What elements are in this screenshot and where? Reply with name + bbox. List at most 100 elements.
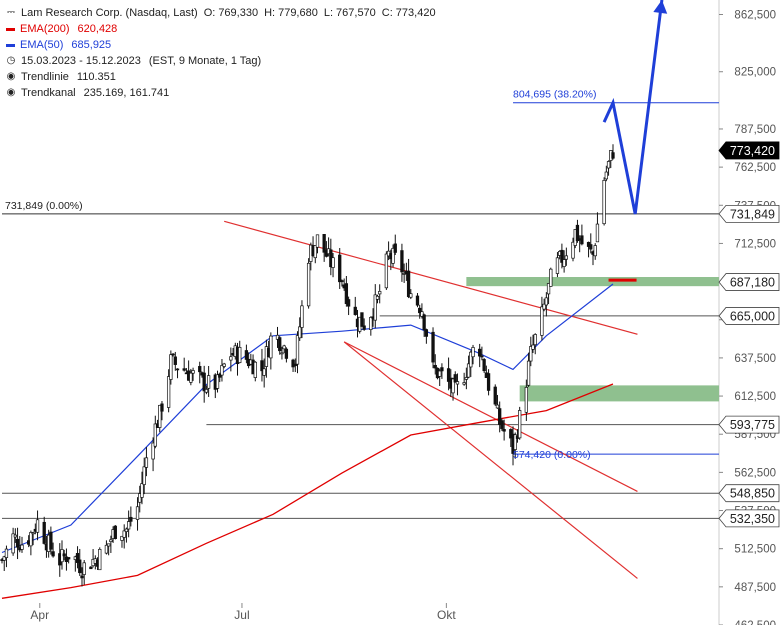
level-annotation: 804,695 (38.20%) [513,89,596,101]
price-tag-label: 593,775 [730,418,775,432]
projection-path [602,0,664,215]
legend-period: ◷ 15.03.2023 - 15.12.2023 (EST, 9 Monate… [6,53,436,69]
candle-body [509,429,513,439]
candle-body [433,364,437,369]
ohlc-high-label: H: [264,7,276,19]
candle-body [375,295,380,300]
candle-body [31,532,35,535]
candle-body [533,334,537,346]
candle-body [480,355,484,358]
y-tick-label: 637,500 [734,353,776,365]
y-tick-label: 562,500 [734,467,776,479]
legend-trendchannel[interactable]: ◉ Trendkanal 235.169, 161.741 [6,85,436,101]
candle-body [13,534,17,538]
legend-trendline[interactable]: ◉ Trendlinie 110.351 [6,69,436,85]
candle-body [120,535,124,541]
trendchannel-label: Trendkanal [21,87,76,99]
candle-body [35,519,40,533]
candle-body [291,359,295,368]
candle-body [202,372,206,392]
candle-body [222,363,226,367]
candle-body [280,352,284,355]
y-tick-label: 712,500 [734,238,776,250]
candle-body [75,553,80,563]
candle-body [346,299,351,307]
candle-body [198,366,202,373]
candle-body [502,429,506,432]
candle-body [78,559,82,574]
candle-body [571,241,575,259]
period-detail: (EST, 9 Monate, 1 Tag) [148,55,262,67]
candle-body [500,420,504,429]
y-tick-label: 825,000 [734,67,776,79]
price-tag-label: 687,180 [730,276,775,290]
candle-body [151,442,155,460]
candle-body [109,539,113,542]
candle-body [331,257,335,268]
candle-body [493,386,497,405]
trendline-value: 110.351 [76,71,116,83]
candle-body [182,368,186,371]
candle-body [51,551,55,557]
candle-body [353,306,357,315]
candle-body [440,367,444,372]
candle-body [451,378,455,394]
candle-body [526,360,531,386]
ema200-label: EMA(200) [20,23,70,35]
candle-body [373,294,377,321]
candles [0,144,615,587]
legend-ema200[interactable]: EMA(200) 620,428 [6,21,436,37]
candle-body [15,538,20,548]
trendline [343,341,638,579]
candle-body [229,356,233,361]
candle-body [420,311,424,317]
candle-body [20,544,24,550]
candle-body [253,361,257,378]
candle-body [293,363,297,367]
candle-body [360,312,364,327]
candle-body [144,457,149,468]
ema200-value: 620,428 [77,23,118,35]
candle-body [67,557,71,560]
price-tag-label: 548,850 [730,487,775,501]
candle-body [446,368,451,382]
candle-body [406,270,411,298]
candle-body [189,372,193,383]
price-tag [718,484,780,503]
candle-body [138,493,142,503]
candle-body [593,245,597,257]
candle-body [424,329,429,337]
candle-body [562,259,566,267]
candle-body [438,370,442,377]
candle-body [464,377,469,380]
candle-body [260,360,264,372]
trendline [343,341,638,492]
level-annotation: 731,849 (0.00%) [5,200,83,212]
support-zone [466,277,719,287]
price-tag [718,141,780,160]
ohlc-low-label: L: [323,7,334,19]
target-icon: ◉ [6,87,16,98]
candle-body [513,434,517,450]
candle-body [206,375,211,389]
candle-body [158,404,162,428]
candle-body [542,303,546,310]
trendline [224,220,638,335]
candle-body [11,533,15,554]
candle-body [486,373,491,391]
candle-body [153,423,157,447]
candle-body [498,408,502,425]
y-tick-label: 762,500 [734,162,776,174]
candle-body [238,347,242,363]
candle-body [244,350,249,360]
candle-body [540,306,544,336]
legend-ema50[interactable]: EMA(50) 685,925 [6,37,436,53]
candle-body [400,250,404,273]
candle-body [611,152,615,159]
candle-body [140,483,144,498]
candle-body [62,553,66,557]
candle-body [218,373,222,378]
ohlc-close: 773,420 [395,7,436,19]
ohlc-open-label: O: [203,7,216,19]
